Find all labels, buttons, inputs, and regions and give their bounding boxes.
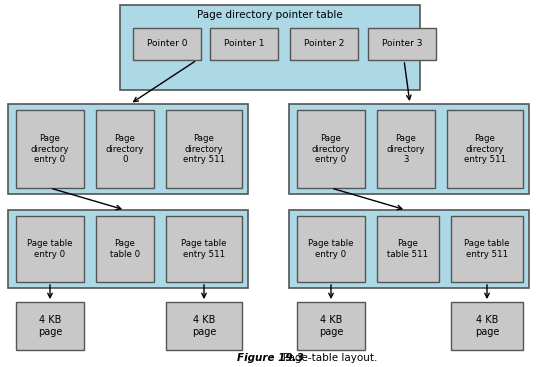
Bar — [368, 28, 436, 60]
Text: Pointer 0: Pointer 0 — [147, 40, 187, 48]
Bar — [290, 28, 358, 60]
Text: 4 KB
page: 4 KB page — [319, 315, 343, 337]
Bar — [377, 110, 435, 188]
Bar — [297, 216, 365, 282]
Bar — [447, 110, 523, 188]
Text: Figure 19.3: Figure 19.3 — [237, 353, 303, 363]
Bar — [451, 216, 523, 282]
Text: Page
directory
entry 511: Page directory entry 511 — [183, 134, 225, 164]
Text: 4 KB
page: 4 KB page — [192, 315, 216, 337]
Bar — [166, 216, 242, 282]
Text: Page
directory
entry 0: Page directory entry 0 — [312, 134, 350, 164]
Bar — [96, 110, 154, 188]
Bar — [8, 210, 248, 288]
Text: Page
table 511: Page table 511 — [387, 239, 429, 259]
Text: Page
table 0: Page table 0 — [110, 239, 140, 259]
Text: Page
directory
0: Page directory 0 — [106, 134, 144, 164]
Text: Page-table layout.: Page-table layout. — [273, 353, 377, 363]
Text: Page table
entry 511: Page table entry 511 — [465, 239, 510, 259]
Bar — [451, 302, 523, 350]
Text: Page table
entry 511: Page table entry 511 — [182, 239, 227, 259]
Bar — [210, 28, 278, 60]
Bar — [297, 302, 365, 350]
Text: Pointer 1: Pointer 1 — [224, 40, 264, 48]
Bar — [377, 216, 439, 282]
Text: Page
directory
entry 0: Page directory entry 0 — [31, 134, 69, 164]
Text: Page table
entry 0: Page table entry 0 — [27, 239, 72, 259]
Bar — [289, 104, 529, 194]
Bar — [16, 216, 84, 282]
Bar — [166, 110, 242, 188]
Text: Page
directory
entry 511: Page directory entry 511 — [464, 134, 506, 164]
Text: Pointer 2: Pointer 2 — [304, 40, 344, 48]
Bar — [16, 302, 84, 350]
Text: Page table
entry 0: Page table entry 0 — [308, 239, 354, 259]
Bar — [133, 28, 201, 60]
Bar — [96, 216, 154, 282]
Bar — [289, 210, 529, 288]
Text: Page
directory
3: Page directory 3 — [387, 134, 425, 164]
Bar — [8, 104, 248, 194]
Bar — [120, 5, 420, 90]
Bar — [297, 110, 365, 188]
Text: 4 KB
page: 4 KB page — [475, 315, 499, 337]
Text: Pointer 3: Pointer 3 — [382, 40, 422, 48]
Text: Page directory pointer table: Page directory pointer table — [197, 10, 343, 20]
Text: 4 KB
page: 4 KB page — [38, 315, 62, 337]
Bar — [166, 302, 242, 350]
Bar — [16, 110, 84, 188]
